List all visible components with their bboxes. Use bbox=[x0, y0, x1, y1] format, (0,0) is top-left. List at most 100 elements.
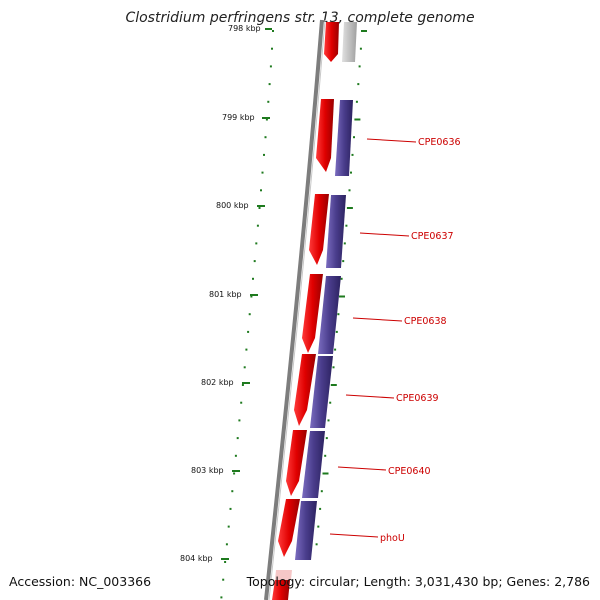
scale-dot bbox=[243, 366, 246, 369]
kbp-tick-799 bbox=[262, 117, 270, 119]
gene-label-CPE0639[interactable]: CPE0639 bbox=[396, 393, 439, 404]
kbp-label-802: 802 kbp bbox=[201, 378, 234, 387]
outer-scale-dot bbox=[330, 384, 337, 386]
outer-scale-dot bbox=[361, 30, 367, 32]
kbp-label-804: 804 kbp bbox=[180, 554, 213, 563]
feature-top-gray[interactable] bbox=[342, 22, 357, 62]
outer-scale-dot bbox=[322, 472, 329, 475]
scale-dot bbox=[225, 543, 228, 546]
outer-scale-dot bbox=[350, 171, 352, 174]
scale-dot bbox=[250, 295, 253, 298]
scale-dot bbox=[255, 242, 258, 245]
outer-scale-dot bbox=[339, 295, 345, 298]
scale-dot bbox=[271, 47, 273, 50]
scale-dot bbox=[253, 260, 256, 263]
genome-backbone-highlight bbox=[268, 19, 326, 600]
gene-label-CPE0638[interactable]: CPE0638 bbox=[404, 316, 447, 327]
scale-dot bbox=[220, 596, 223, 599]
scale-dot bbox=[231, 490, 234, 493]
gene-label-phoU[interactable]: phoU bbox=[380, 533, 405, 544]
scale-dot bbox=[256, 224, 259, 227]
scale-dot bbox=[260, 189, 262, 192]
scale-dot bbox=[234, 454, 237, 457]
kbp-label-799: 799 kbp bbox=[222, 113, 255, 122]
scale-dot bbox=[236, 437, 239, 440]
scale-dot bbox=[240, 401, 243, 404]
leader-CPE0637 bbox=[359, 232, 410, 237]
scale-dot bbox=[222, 578, 225, 581]
outer-scale-dot bbox=[358, 65, 361, 68]
gene-label-CPE0640[interactable]: CPE0640 bbox=[388, 466, 431, 477]
outer-scale-dot bbox=[355, 100, 358, 103]
accession-text: Accession: NC_003366 bbox=[9, 574, 152, 589]
outer-scale-dot bbox=[329, 401, 332, 404]
cds-arrow-CPE0638[interactable] bbox=[302, 274, 323, 353]
outer-scale-dot bbox=[345, 224, 348, 227]
cds-arrow-CPE0637[interactable] bbox=[309, 194, 329, 265]
kbp-tick-804 bbox=[221, 558, 229, 560]
scale-dot bbox=[258, 207, 261, 209]
cds-track-3[interactable] bbox=[318, 276, 341, 354]
cds-arrow-CPE0640[interactable] bbox=[286, 430, 307, 496]
outer-scale-dot bbox=[315, 543, 318, 546]
scale-dot bbox=[263, 153, 265, 156]
genome-backbone bbox=[264, 19, 324, 600]
scale-dot bbox=[241, 384, 244, 386]
outer-scale-dot bbox=[334, 348, 337, 351]
outer-scale-dot bbox=[337, 313, 340, 316]
scale-dot bbox=[272, 30, 274, 32]
cds-arrow-top[interactable] bbox=[324, 22, 339, 62]
cds-arrow-phoU[interactable] bbox=[278, 499, 300, 557]
scale-dot bbox=[247, 330, 250, 333]
scale-dot bbox=[233, 472, 236, 475]
outer-scale-dot bbox=[348, 189, 351, 192]
outer-scale-dot bbox=[335, 330, 338, 333]
scale-dot bbox=[245, 348, 248, 351]
kbp-tick-798 bbox=[265, 28, 272, 30]
leader-CPE0640 bbox=[337, 466, 387, 471]
kbp-label-798: 798 kbp bbox=[228, 24, 261, 33]
kbp-label-800: 800 kbp bbox=[216, 201, 249, 210]
scale-dot bbox=[267, 100, 270, 103]
outer-scale-dot bbox=[346, 207, 353, 209]
cds-track-2[interactable] bbox=[326, 195, 346, 268]
leader-CPE0636 bbox=[366, 138, 417, 143]
outer-scale-dot bbox=[340, 277, 343, 280]
scale-dot bbox=[269, 65, 272, 68]
kbp-label-801: 801 kbp bbox=[209, 290, 242, 299]
scale-dot bbox=[227, 525, 230, 528]
cds-arrow-CPE0639[interactable] bbox=[294, 354, 316, 426]
gene-label-CPE0637[interactable]: CPE0637 bbox=[411, 231, 454, 242]
outer-scale-dot bbox=[354, 118, 361, 121]
outer-scale-dot bbox=[343, 242, 346, 245]
leader-CPE0638 bbox=[352, 317, 403, 322]
scale-dot bbox=[265, 118, 268, 121]
scale-dots bbox=[220, 30, 274, 599]
cds-track-1[interactable] bbox=[335, 100, 353, 176]
kbp-tick-803 bbox=[232, 470, 240, 472]
map-title: Clostridium perfringens str. 13, complet… bbox=[125, 10, 475, 26]
scale-dot bbox=[264, 136, 267, 139]
outer-scale-dot bbox=[325, 437, 328, 440]
cds-arrow-CPE0636[interactable] bbox=[316, 99, 334, 172]
outer-scale-dot bbox=[317, 525, 320, 528]
cds-track-4[interactable] bbox=[310, 356, 333, 428]
kbp-tick-800 bbox=[257, 205, 265, 207]
leader-phoU bbox=[329, 533, 379, 538]
scale-dot bbox=[268, 83, 271, 86]
cds-arrow-bottom[interactable] bbox=[272, 580, 290, 600]
outer-scale-dots bbox=[315, 30, 367, 546]
kbp-label-803: 803 kbp bbox=[191, 466, 224, 475]
cds-track-6[interactable] bbox=[295, 501, 317, 560]
outer-scale-dot bbox=[342, 260, 345, 263]
kbp-tick-802 bbox=[242, 382, 250, 384]
cds-track-5[interactable] bbox=[302, 431, 325, 498]
genome-summary-text: Topology: circular; Length: 3,031,430 bp… bbox=[246, 574, 590, 589]
scale-dot bbox=[252, 277, 254, 280]
scale-dot bbox=[229, 507, 232, 510]
outer-scale-dot bbox=[357, 83, 360, 86]
scale-dot bbox=[248, 313, 251, 316]
gene-label-CPE0636[interactable]: CPE0636 bbox=[418, 137, 461, 148]
outer-scale-dot bbox=[353, 136, 355, 139]
